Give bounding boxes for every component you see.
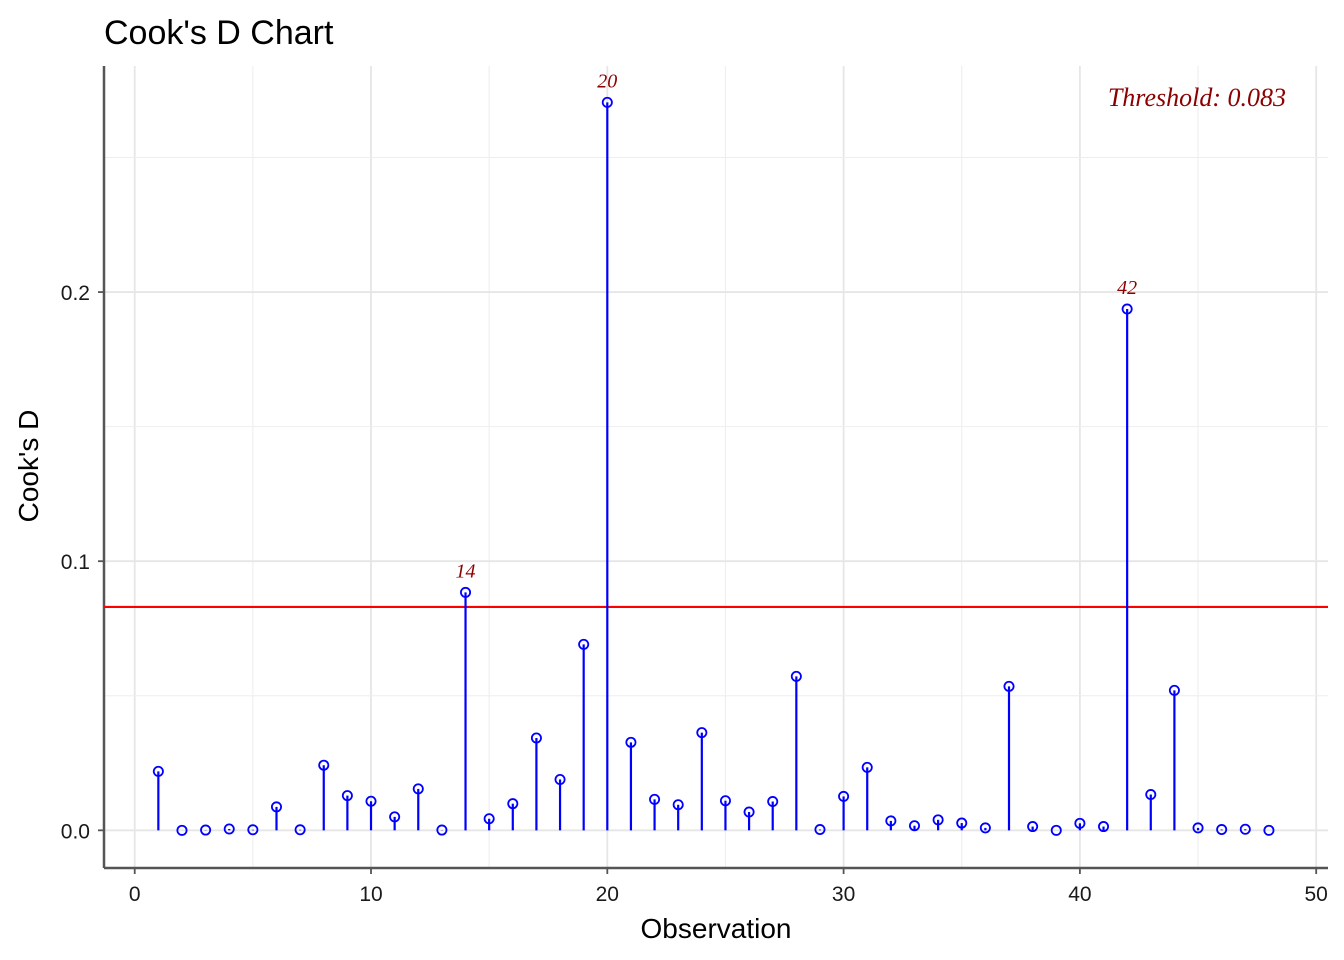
point-46 xyxy=(1216,824,1228,836)
point-28 xyxy=(790,670,802,682)
x-tick-label: 30 xyxy=(832,883,855,906)
point-38 xyxy=(1027,821,1039,833)
outlier-label-14: 14 xyxy=(456,560,476,582)
point-48 xyxy=(1263,824,1275,836)
point-42 xyxy=(1121,303,1133,315)
x-axis-title: Observation xyxy=(641,913,792,944)
point-27 xyxy=(767,796,779,808)
point-7 xyxy=(294,824,306,836)
points xyxy=(152,96,1275,836)
outlier-labels: 14 20 42 xyxy=(456,70,1138,582)
point-31 xyxy=(861,761,873,773)
point-35 xyxy=(956,817,968,829)
point-30 xyxy=(838,790,850,802)
point-25 xyxy=(719,795,731,807)
point-44 xyxy=(1168,684,1180,696)
y-tick-label: 0.0 xyxy=(61,820,90,843)
point-3 xyxy=(200,824,212,836)
x-tick-label: 10 xyxy=(359,883,382,906)
threshold-label: Threshold: 0.083 xyxy=(1108,83,1286,112)
point-21 xyxy=(625,736,637,748)
point-15 xyxy=(483,813,495,825)
point-29 xyxy=(814,824,826,836)
x-tick-label: 50 xyxy=(1305,883,1328,906)
point-37 xyxy=(1003,680,1015,692)
point-9 xyxy=(341,790,353,802)
point-47 xyxy=(1239,823,1251,835)
point-2 xyxy=(176,824,188,836)
point-43 xyxy=(1145,789,1157,801)
point-39 xyxy=(1050,824,1062,836)
point-32 xyxy=(885,815,897,827)
point-24 xyxy=(696,727,708,739)
point-5 xyxy=(247,824,259,836)
point-1 xyxy=(152,765,164,777)
grid xyxy=(104,66,1328,868)
y-ticks: 0.0 0.1 0.2 xyxy=(61,282,104,843)
x-tick-label: 0 xyxy=(129,883,141,906)
x-ticks: 0 10 20 30 40 50 xyxy=(129,868,1328,906)
y-tick-label: 0.2 xyxy=(61,282,90,305)
point-11 xyxy=(389,811,401,823)
y-tick-label: 0.1 xyxy=(61,551,90,574)
point-33 xyxy=(908,820,920,832)
point-41 xyxy=(1098,821,1110,833)
point-18 xyxy=(554,773,566,785)
chart-title: Cook's D Chart xyxy=(104,14,334,52)
point-23 xyxy=(672,799,684,811)
point-12 xyxy=(412,783,424,795)
point-17 xyxy=(530,732,542,744)
point-19 xyxy=(578,638,590,650)
point-26 xyxy=(743,806,755,818)
point-6 xyxy=(270,801,282,813)
point-40 xyxy=(1074,817,1086,829)
point-4 xyxy=(223,823,235,835)
point-8 xyxy=(318,759,330,771)
x-tick-label: 40 xyxy=(1068,883,1091,906)
outlier-label-42: 42 xyxy=(1117,277,1137,299)
point-36 xyxy=(979,822,991,834)
stems xyxy=(157,102,1247,831)
outlier-label-20: 20 xyxy=(597,70,617,92)
point-14 xyxy=(460,586,472,598)
point-22 xyxy=(649,793,661,805)
point-45 xyxy=(1192,822,1204,834)
point-34 xyxy=(932,814,944,826)
point-16 xyxy=(507,798,519,810)
point-20 xyxy=(601,96,613,108)
point-13 xyxy=(436,824,448,836)
x-tick-label: 20 xyxy=(596,883,619,906)
y-axis-title: Cook's D xyxy=(13,410,44,523)
point-10 xyxy=(365,795,377,807)
